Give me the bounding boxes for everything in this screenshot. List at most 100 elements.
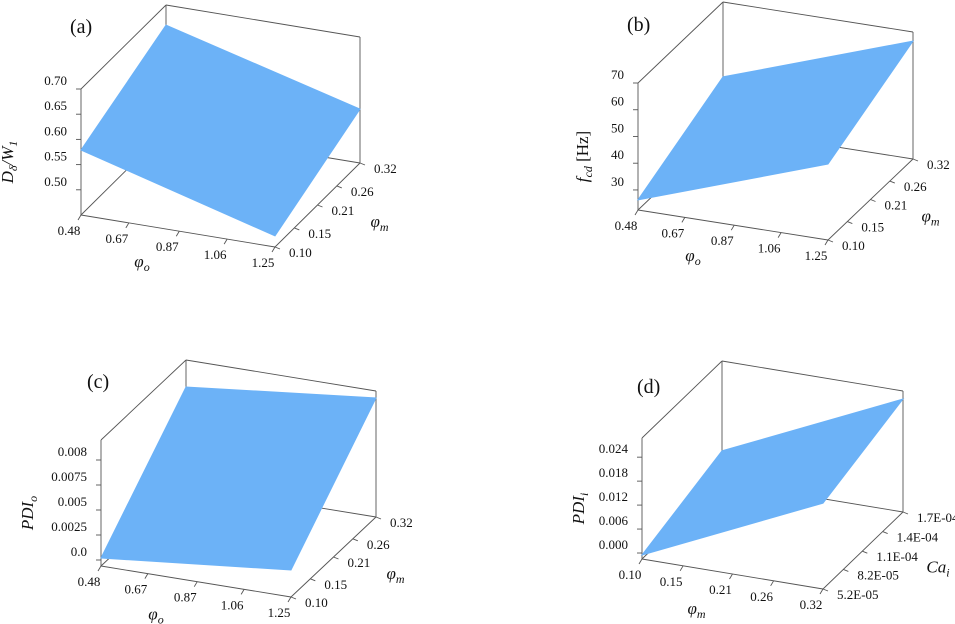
y-tick-label: 0.10: [842, 238, 865, 253]
x-axis-line: [100, 565, 292, 598]
x-tick-mark: [144, 573, 149, 579]
box-edge: [641, 360, 723, 439]
y-tick-label: 1.4E-04: [897, 530, 939, 545]
box-edge: [722, 1, 914, 33]
x-tick-label: 1.25: [268, 605, 291, 620]
x-tick-mark: [679, 565, 684, 572]
x-tick-mark: [175, 230, 180, 237]
z-tick-label: 0.006: [599, 513, 629, 528]
y-tick-mark: [336, 185, 342, 189]
y-tick-mark: [294, 227, 300, 231]
y-axis-title: φm: [370, 212, 388, 234]
y-tick-label: 0.21: [348, 555, 371, 570]
y-tick-label: 0.10: [289, 245, 312, 260]
z-tick-label: 0.008: [58, 444, 87, 459]
x-tick-label: 0.87: [156, 239, 179, 254]
x-axis-title: φo: [148, 605, 163, 624]
z-tick-label: 0.018: [599, 465, 628, 480]
x-tick-label: 0.48: [615, 218, 638, 233]
y-tick-mark: [317, 204, 323, 208]
x-tick-mark: [824, 239, 829, 246]
x-axis-line: [637, 209, 829, 241]
y-axis-title: Cai: [926, 558, 949, 580]
box-edge: [80, 4, 167, 90]
z-tick-label: 0.012: [599, 489, 628, 504]
x-tick-label: 0.67: [662, 225, 685, 240]
x-tick-label: 1.25: [805, 248, 828, 263]
x-axis-line: [80, 214, 276, 248]
z-tick-label: 60: [611, 94, 624, 109]
y-tick-label: 1.1E-04: [876, 549, 918, 564]
y-tick-mark: [375, 516, 382, 520]
x-tick-mark: [770, 580, 775, 587]
y-tick-label: 0.32: [374, 161, 397, 176]
box-edge: [165, 4, 361, 38]
x-tick-mark: [681, 217, 686, 223]
x-tick-label: 0.21: [709, 582, 732, 597]
y-axis-title: φm: [921, 207, 939, 229]
y-tick-mark: [290, 596, 297, 600]
y-tick-label: 5.2E-05: [837, 587, 879, 602]
y-tick-mark: [827, 239, 834, 243]
z-tick-label: 0.65: [44, 98, 67, 113]
panel-label: (b): [627, 14, 650, 36]
x-tick-label: 0.87: [174, 590, 197, 605]
y-tick-label: 0.15: [861, 220, 884, 235]
y-tick-mark: [822, 588, 829, 592]
box-edge: [100, 359, 187, 441]
x-tick-mark: [730, 224, 735, 231]
x-tick-mark: [819, 588, 824, 595]
y-tick-label: 0.26: [351, 184, 374, 199]
x-tick-mark: [223, 238, 228, 245]
x-tick-mark: [634, 209, 639, 216]
z-tick-label: 0.50: [44, 174, 67, 189]
x-tick-label: 0.26: [750, 589, 773, 604]
x-tick-label: 0.32: [800, 597, 823, 612]
y-tick-label: 0.15: [308, 226, 331, 241]
z-tick-label: 30: [611, 174, 624, 189]
y-tick-mark: [843, 569, 849, 572]
z-tick-label: 0.70: [44, 73, 67, 88]
z-tick-label: 0.0075: [51, 469, 87, 484]
x-tick-label: 0.10: [619, 567, 642, 582]
panel-label: (d): [637, 376, 660, 398]
y-tick-label: 1.7E-04: [917, 510, 955, 525]
z-tick-label: 50: [611, 120, 624, 135]
x-tick-mark: [240, 589, 245, 595]
z-axis-title: Dδ/W1: [0, 141, 20, 185]
surface-plane: [640, 398, 905, 556]
box-edge: [185, 359, 377, 392]
y-tick-label: 0.15: [324, 577, 347, 592]
x-tick-mark: [271, 246, 276, 253]
panel-c: 0.48 0.67 0.87 1.06 1.25 0.10 0.150.21 0.260.32…: [18, 359, 413, 624]
z-axis-title: PDIi: [569, 493, 591, 526]
x-tick-mark: [729, 573, 733, 580]
z-tick-label: 0.55: [44, 149, 67, 164]
box-edge: [637, 1, 724, 84]
y-axis-title: φm: [386, 564, 404, 586]
y-axis-line: [822, 511, 904, 590]
panel-a: 0.48 0.67 0.87 1.06 1.25 0.10 0.150.21 0.260.32…: [0, 4, 397, 274]
z-tick-label: 0.005: [58, 494, 87, 509]
z-tick-label: 0.024: [599, 441, 629, 456]
x-tick-label: 0.67: [125, 582, 148, 597]
x-tick-label: 0.87: [711, 233, 734, 248]
panel-d: 0.10 0.15 0.21 0.26 0.32 5.2E-05 8.2E-05 1.1E-0…: [569, 360, 955, 621]
y-tick-mark: [333, 556, 339, 560]
y-tick-label: 0.21: [885, 198, 908, 213]
x-axis-title: φo: [134, 252, 149, 274]
x-tick-mark: [193, 581, 198, 587]
z-axis-title: PDIo: [18, 496, 40, 531]
y-tick-label: 0.32: [390, 515, 413, 530]
y-tick-mark: [274, 246, 281, 250]
y-tick-mark: [862, 550, 868, 554]
x-tick-mark: [777, 232, 782, 238]
x-tick-label: 0.48: [58, 223, 81, 238]
y-tick-mark: [847, 221, 853, 225]
z-tick-label: 0.60: [44, 123, 67, 138]
y-tick-label: 0.21: [332, 203, 355, 218]
z-tick-label: 40: [611, 147, 624, 162]
panel-label: (a): [70, 16, 92, 38]
surface-plane: [636, 40, 915, 201]
